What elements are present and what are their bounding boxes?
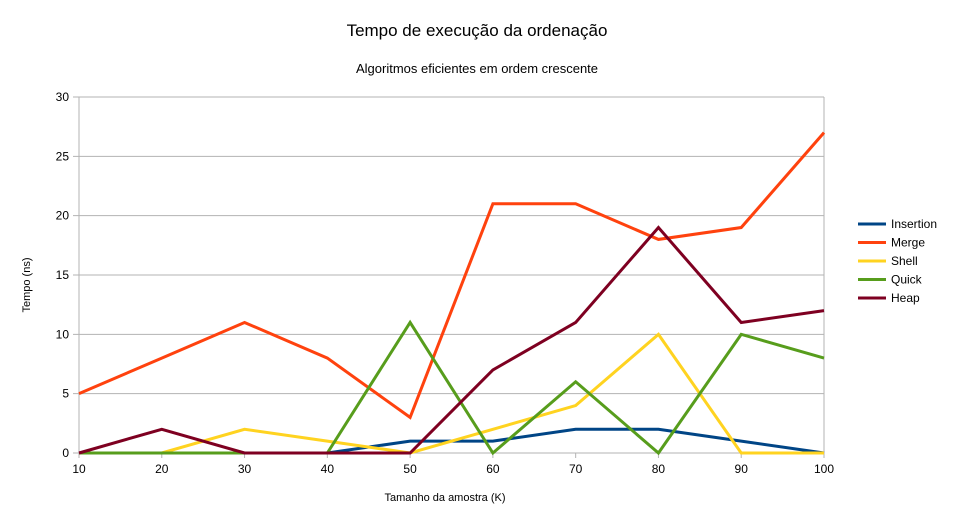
legend-label: Shell — [891, 254, 918, 268]
x-tick-label: 50 — [403, 462, 417, 476]
x-tick-label: 90 — [735, 462, 749, 476]
chart-title: Tempo de execução da ordenação — [347, 21, 608, 40]
legend-label: Merge — [891, 236, 925, 250]
legend-label: Heap — [891, 291, 920, 305]
x-tick-label: 30 — [238, 462, 252, 476]
gridlines — [73, 96, 825, 454]
series-line-merge — [78, 131, 826, 420]
y-tick-label: 25 — [56, 149, 70, 163]
y-tick-label: 0 — [62, 446, 69, 460]
x-tick-label: 10 — [72, 462, 86, 476]
x-tick-label: 70 — [569, 462, 583, 476]
y-tick-label: 5 — [62, 387, 69, 401]
x-tick-label: 40 — [321, 462, 335, 476]
y-tick-label: 15 — [56, 268, 70, 282]
chart-subtitle: Algoritmos eficientes em ordem crescente — [356, 61, 598, 76]
series-line-quick — [79, 319, 825, 456]
series-line-heap — [78, 225, 825, 455]
x-tick-label: 60 — [486, 462, 500, 476]
x-tick-label: 80 — [652, 462, 666, 476]
legend-label: Insertion — [891, 217, 937, 231]
y-tick-label: 30 — [56, 90, 70, 104]
y-axis-label: Tempo (ns) — [21, 257, 33, 312]
y-tick-label: 20 — [56, 209, 70, 223]
x-axis-ticks: 10 20 30 40 50 60 70 80 90 100 — [72, 453, 834, 476]
y-tick-label: 10 — [56, 327, 70, 341]
x-tick-label: 20 — [155, 462, 169, 476]
x-tick-label: 100 — [814, 462, 834, 476]
y-axis-ticks: 0 5 10 15 20 25 30 — [56, 90, 70, 460]
series-lines — [78, 131, 826, 456]
x-axis-label: Tamanho da amostra (K) — [384, 492, 505, 504]
legend: Insertion Merge Shell Quick Heap — [858, 217, 937, 305]
legend-label: Quick — [891, 273, 923, 287]
